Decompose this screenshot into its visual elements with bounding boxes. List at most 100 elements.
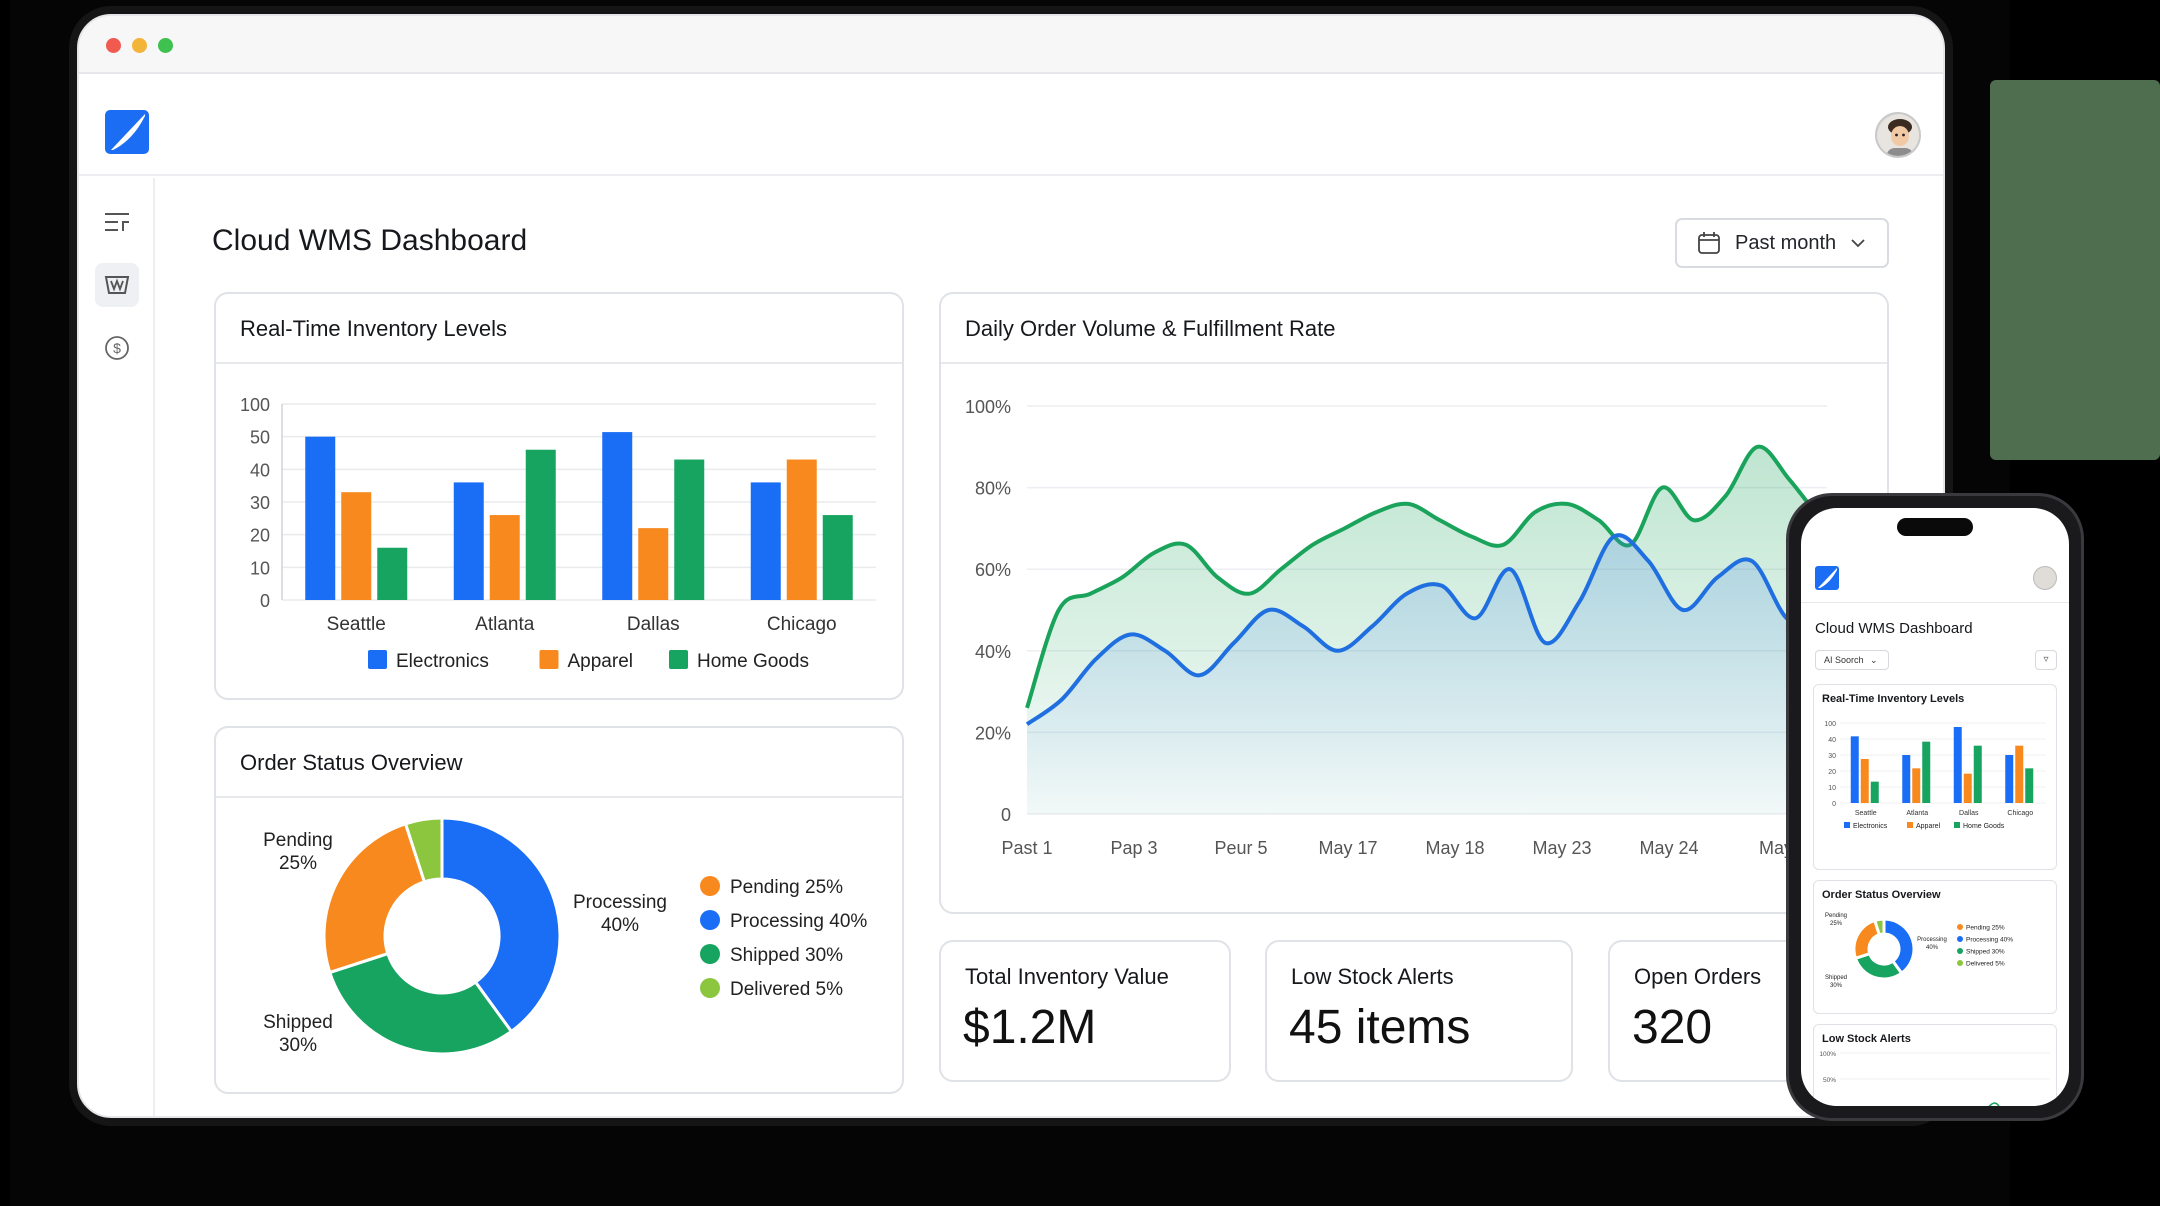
inventory-levels-card: Real-Time Inventory Levels 100 50 40 30 20 10…	[214, 292, 904, 700]
date-range-dropdown[interactable]: Past month	[1675, 218, 1889, 268]
maximize-window-button[interactable]	[158, 38, 173, 53]
legend-dot	[1957, 924, 1963, 930]
minimize-window-button[interactable]	[132, 38, 147, 53]
kpi-value: 45 items	[1289, 1001, 1471, 1054]
phone-page-title: Cloud WMS Dashboard	[1815, 620, 1973, 637]
legend-swatch	[669, 650, 688, 669]
basket-icon	[104, 276, 130, 294]
donut-slice-pending	[322, 821, 427, 975]
legend-swatch	[1954, 822, 1960, 828]
x-tick-label: Peur 5	[1214, 838, 1267, 858]
bar-apparel	[786, 459, 817, 600]
order-volume-area	[1027, 535, 1821, 814]
bar-electronics	[750, 482, 781, 600]
phone-search-dropdown[interactable]: AI Soorch ⌄	[1815, 650, 1889, 670]
kpi-card-low-stock: Low Stock Alerts 45 items	[1265, 940, 1573, 1082]
phone-inventory-title: Real-Time Inventory Levels	[1822, 693, 1965, 705]
legend-label: Delivered 5%	[1966, 961, 2005, 968]
callout-name: Processing	[573, 892, 667, 913]
phone-low-stock-title: Low Stock Alerts	[1822, 1033, 1911, 1045]
phone-search-label: AI Soorch	[1824, 655, 1864, 665]
legend-dot	[700, 978, 720, 998]
y-tick-label: 0	[260, 591, 270, 611]
legend-label: Home Goods	[697, 651, 809, 672]
y-tick-label: 20	[1828, 769, 1836, 776]
app-logo[interactable]	[105, 110, 149, 154]
calendar-icon	[1698, 232, 1720, 254]
bar-apparel	[1860, 759, 1869, 803]
order-volume-title: Daily Order Volume & Fulfillment Rate	[941, 294, 1887, 364]
kpi-card-inventory-value: Total Inventory Value $1.2M	[939, 940, 1231, 1082]
x-tick-label: Seattle	[1855, 810, 1877, 817]
donut-slice-processing	[1882, 917, 1916, 976]
callout-name: Pending	[263, 830, 333, 851]
legend-label: Apparel	[1916, 823, 1941, 830]
sidebar-item-billing[interactable]: $	[95, 326, 139, 370]
callout-pct: 40%	[1926, 945, 1939, 951]
menu-icon	[105, 213, 129, 231]
callout-name: Pending	[1825, 913, 1847, 919]
app-header	[79, 76, 1943, 176]
phone-app-logo[interactable]	[1815, 566, 1839, 590]
sidebar-item-menu[interactable]	[95, 200, 139, 244]
legend-dot	[1957, 948, 1963, 954]
legend-dot	[700, 910, 720, 930]
callout-name: Shipped	[263, 1012, 333, 1033]
close-window-button[interactable]	[106, 38, 121, 53]
inventory-levels-title: Real-Time Inventory Levels	[216, 294, 902, 364]
y-tick-label: 30	[1828, 753, 1836, 760]
legend-label: Electronics	[1853, 823, 1888, 830]
y-tick-label: 0	[1001, 805, 1011, 825]
svg-text:$: $	[113, 340, 121, 356]
user-avatar[interactable]	[1875, 112, 1921, 158]
y-tick-label: 40	[250, 460, 270, 480]
sidebar-item-inventory[interactable]	[95, 263, 139, 307]
bar-apparel	[1963, 773, 1972, 803]
legend-swatch	[539, 650, 559, 669]
legend-label: Pending 25%	[730, 877, 843, 898]
bar-apparel	[2015, 745, 2024, 803]
y-tick-label: 100%	[965, 397, 1011, 417]
y-tick-label: 100	[240, 395, 270, 415]
x-tick-label: Atlanta	[475, 614, 535, 635]
page-title: Cloud WMS Dashboard	[212, 224, 528, 257]
legend-label: Apparel	[568, 651, 634, 672]
y-tick-label: 60%	[975, 560, 1011, 580]
kpi-title: Open Orders	[1634, 964, 1762, 989]
chevron-down-icon	[1851, 239, 1865, 248]
phone-low-stock-card: Low Stock Alerts 100% 50%	[1813, 1024, 2057, 1106]
legend-label: Pending 25%	[1966, 925, 2005, 932]
kpi-title: Total Inventory Value	[965, 964, 1169, 989]
phone-dynamic-island	[1897, 518, 1973, 536]
x-tick-label: Dallas	[627, 614, 680, 635]
legend-label: Home Goods	[1963, 823, 2005, 830]
x-tick-label: May 18	[1425, 838, 1484, 858]
y-tick-label: 20	[250, 526, 270, 546]
x-tick-label: Chicago	[767, 614, 837, 635]
bar-home-goods	[674, 459, 705, 600]
legend-dot	[1957, 960, 1963, 966]
callout-pct: 30%	[279, 1035, 317, 1056]
phone-avatar[interactable]	[2033, 566, 2057, 590]
y-tick-label: 50	[250, 428, 270, 448]
legend-label: Shipped 30%	[1966, 949, 2005, 956]
kpi-value: $1.2M	[963, 1001, 1097, 1054]
y-tick-label: 50%	[1823, 1077, 1836, 1084]
filter-icon: ▿	[2043, 654, 2049, 665]
bar-home-goods	[377, 547, 408, 600]
bar-electronics	[1850, 736, 1859, 803]
fulfillment-line	[1025, 444, 1823, 709]
logo-icon	[1818, 568, 1837, 588]
dollar-icon: $	[105, 336, 129, 360]
callout-pct: 30%	[1830, 983, 1843, 989]
phone-inventory-card: Real-Time Inventory Levels 100 40 30 20 10 0 S…	[1813, 684, 2057, 870]
legend-swatch	[1907, 822, 1913, 828]
bar-apparel	[1912, 768, 1921, 803]
callout-pct: 40%	[601, 915, 639, 936]
logo-icon	[111, 114, 145, 150]
callout-pct: 25%	[1830, 921, 1843, 927]
phone-filter-button[interactable]: ▿	[2035, 650, 2057, 670]
x-tick-label: Dallas	[1959, 810, 1979, 817]
